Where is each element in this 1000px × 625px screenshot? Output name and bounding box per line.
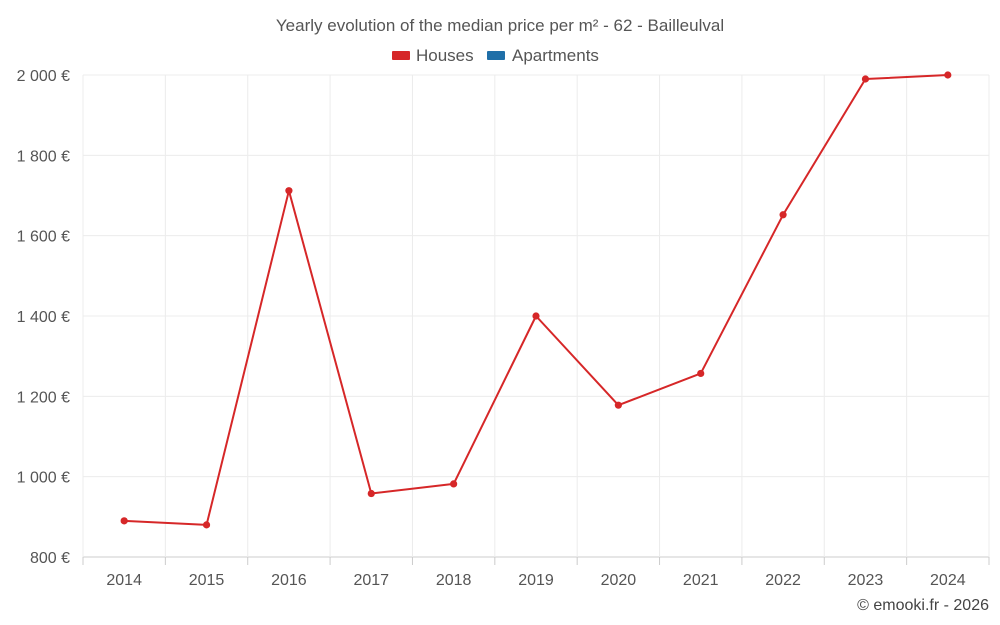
x-tick-label: 2016 (271, 572, 307, 589)
gridlines (82, 74, 990, 565)
legend-label-houses: Houses (416, 46, 474, 65)
y-tick-label: 1 800 € (17, 148, 70, 165)
data-point-houses-2021[interactable] (697, 369, 705, 378)
data-point-houses-2023[interactable] (861, 75, 870, 83)
x-tick-label: 2021 (683, 572, 719, 589)
data-point-houses-2020[interactable] (614, 401, 622, 409)
legend-item-houses[interactable]: Houses (392, 46, 474, 65)
y-tick-label: 800 € (30, 550, 70, 567)
y-tick-label: 2 000 € (17, 68, 70, 85)
y-tick-label: 1 600 € (17, 229, 70, 246)
x-tick-label: 2022 (765, 572, 801, 589)
data-point-houses-2015[interactable] (202, 521, 211, 529)
y-tick-label: 1 200 € (17, 389, 70, 406)
data-point-houses-2019[interactable] (532, 312, 540, 320)
y-tick-label: 1 400 € (17, 309, 70, 326)
data-point-houses-2024[interactable] (944, 71, 952, 79)
series-houses (120, 71, 952, 529)
y-axis-ticks: 800 € 1 000 € 1 200 € 1 400 € 1 600 € 1 800 €… (17, 68, 70, 567)
legend: Houses Apartments (392, 46, 599, 65)
legend-swatch-houses (392, 51, 410, 60)
data-point-houses-2014[interactable] (120, 517, 128, 525)
x-axis-ticks: 2014 2015 2016 2017 2018 2019 2020 2021 2022 2023… (106, 572, 965, 589)
x-tick-label: 2023 (848, 572, 884, 589)
y-tick-label: 1 000 € (17, 470, 70, 487)
x-tick-label: 2018 (436, 572, 472, 589)
legend-item-apartments[interactable]: Apartments (487, 46, 599, 65)
chart-title: Yearly evolution of the median price per… (276, 16, 724, 35)
x-tick-label: 2014 (106, 572, 142, 589)
data-point-houses-2022[interactable] (779, 211, 787, 219)
x-tick-label: 2015 (189, 572, 225, 589)
x-tick-label: 2024 (930, 572, 966, 589)
data-point-houses-2016[interactable] (285, 187, 293, 195)
legend-label-apartments: Apartments (512, 46, 599, 65)
credit-text: © emooki.fr - 2026 (857, 597, 989, 614)
legend-swatch-apartments (487, 51, 505, 60)
x-tick-label: 2017 (353, 572, 389, 589)
data-point-houses-2017[interactable] (367, 489, 375, 498)
data-point-houses-2018[interactable] (450, 480, 458, 488)
x-tick-label: 2019 (518, 572, 554, 589)
x-tick-label: 2020 (601, 572, 637, 589)
